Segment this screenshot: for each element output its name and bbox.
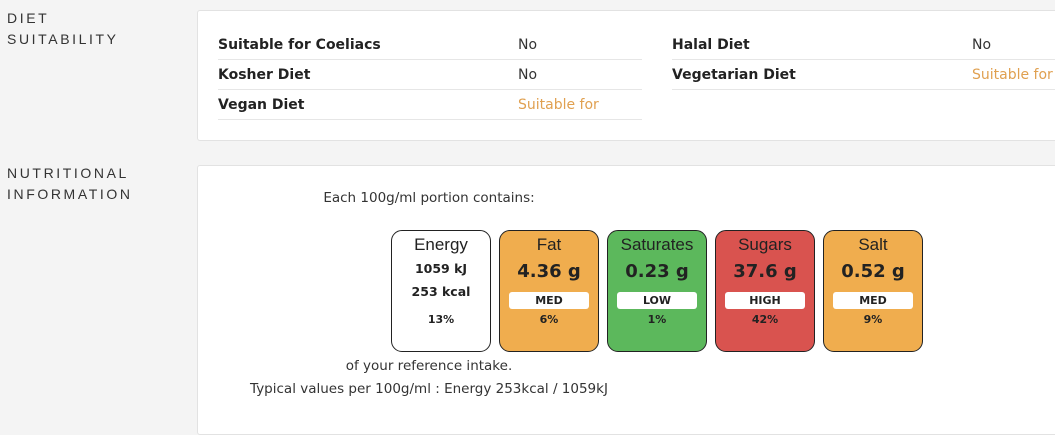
tile-amount: 37.6 g (733, 261, 797, 282)
diet-value: Suitable for (972, 67, 1053, 83)
energy-kcal: 253 kcal (411, 284, 471, 299)
energy-kj: 1059 kJ (414, 261, 468, 276)
tile-amount: 4.36 g (517, 261, 581, 282)
tile-name: Fat (536, 235, 562, 254)
salt-tile: Salt 0.52 g MED 9% (823, 230, 923, 352)
saturates-tile: Saturates 0.23 g LOW 1% (607, 230, 707, 352)
diet-row-halal: Halal Diet No (672, 30, 1055, 60)
diet-label: Halal Diet (672, 37, 750, 53)
tile-name: Saturates (620, 235, 694, 254)
nutrition-card: Each 100g/ml portion contains: Energy 10… (197, 165, 1055, 435)
tile-percent: 6% (539, 313, 559, 326)
diet-row-coeliacs: Suitable for Coeliacs No (218, 30, 642, 60)
tile-percent: 9% (863, 313, 883, 326)
diet-value: No (972, 37, 992, 53)
diet-label: Vegetarian Diet (672, 67, 796, 83)
diet-row-kosher: Kosher Diet No (218, 60, 642, 90)
diet-value: No (518, 67, 538, 83)
sugars-tile: Sugars 37.6 g HIGH 42% (715, 230, 815, 352)
tile-amount: 0.23 g (625, 261, 689, 282)
typical-values-text: Typical values per 100g/ml : Energy 253k… (250, 381, 608, 397)
diet-suitability-card: Suitable for Coeliacs No Kosher Diet No … (197, 10, 1055, 141)
nutrition-section-label: NUTRITIONAL INFORMATION (7, 165, 133, 202)
diet-row-vegetarian: Vegetarian Diet Suitable for (672, 60, 1055, 90)
tile-name: Energy (414, 235, 468, 254)
fat-tile: Fat 4.36 g MED 6% (499, 230, 599, 352)
diet-label: Vegan Diet (218, 97, 305, 113)
diet-value: Suitable for (518, 97, 599, 113)
energy-tile: Energy 1059 kJ 253 kcal 13% (391, 230, 491, 352)
diet-label: Kosher Diet (218, 67, 311, 83)
reference-intake-text: of your reference intake. (345, 358, 513, 374)
portion-text: Each 100g/ml portion contains: (323, 190, 535, 206)
tile-level-badge: LOW (617, 292, 697, 309)
tile-name: Salt (858, 235, 888, 254)
tile-percent: 1% (647, 313, 667, 326)
tile-name: Sugars (738, 235, 792, 254)
tile-level-badge: MED (509, 292, 589, 309)
diet-value: No (518, 37, 538, 53)
tile-percent: 13% (427, 313, 455, 326)
diet-section-label: DIET SUITABILITY (7, 10, 119, 47)
tile-level-badge: HIGH (725, 292, 805, 309)
tile-amount: 0.52 g (841, 261, 905, 282)
diet-label: Suitable for Coeliacs (218, 37, 381, 53)
tile-percent: 42% (751, 313, 779, 326)
tile-level-badge: MED (833, 292, 913, 309)
diet-row-vegan: Vegan Diet Suitable for (218, 90, 642, 120)
